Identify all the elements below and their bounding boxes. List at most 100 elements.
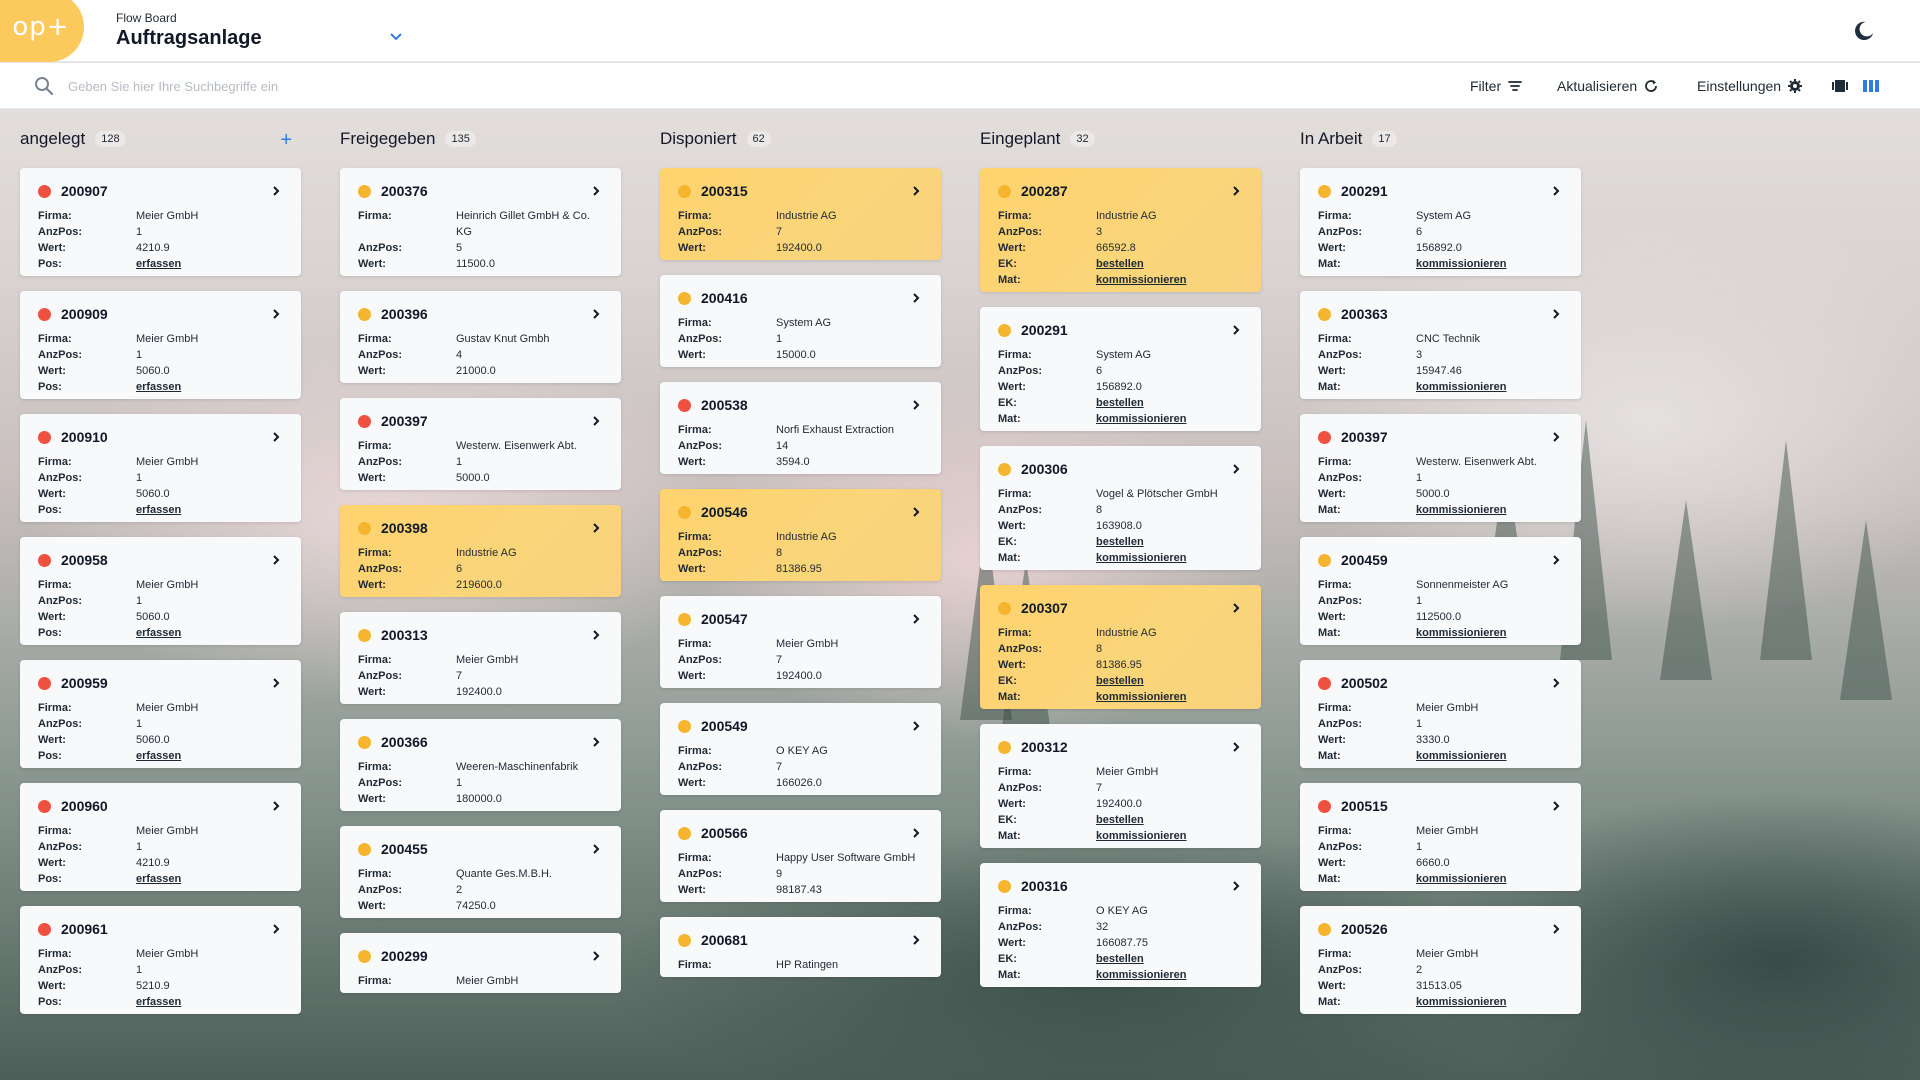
mat-link[interactable]: kommissionieren bbox=[1416, 381, 1507, 393]
chevron-right-icon[interactable] bbox=[589, 414, 603, 428]
chevron-right-icon[interactable] bbox=[909, 398, 923, 412]
order-card[interactable]: 200416 Firma: System AG AnzPos: 1 Wert: 15000.… bbox=[660, 275, 941, 367]
chevron-right-icon[interactable] bbox=[909, 184, 923, 198]
order-card[interactable]: 200306 Firma: Vogel & Plötscher GmbH AnzPos… bbox=[980, 446, 1261, 570]
chevron-right-icon[interactable] bbox=[589, 184, 603, 198]
order-card[interactable]: 200515 Firma: Meier GmbH AnzPos: 1 Wert: 6660.… bbox=[1300, 783, 1581, 891]
settings-button[interactable]: Einstellungen bbox=[1697, 76, 1803, 96]
order-card[interactable]: 200287 Firma: Industrie AG AnzPos: 3 Wert: 665… bbox=[980, 168, 1261, 292]
chevron-down-icon[interactable] bbox=[388, 28, 404, 44]
order-card[interactable]: 200910 Firma: Meier GmbH AnzPos: 1 Wert: 5060.… bbox=[20, 414, 301, 522]
pos-link[interactable]: erfassen bbox=[136, 750, 182, 762]
order-card[interactable]: 200398 Firma: Industrie AG AnzPos: 6 Wert: 219… bbox=[340, 505, 621, 597]
order-card[interactable]: 200299 Firma: Meier GmbH bbox=[340, 933, 621, 993]
mat-link[interactable]: kommissionieren bbox=[1416, 627, 1507, 639]
pos-link[interactable]: erfassen bbox=[136, 504, 182, 516]
order-card[interactable]: 200397 Firma: Westerw. Eisenwerk Abt. AnzPo… bbox=[340, 398, 621, 490]
refresh-button[interactable]: Aktualisieren bbox=[1557, 76, 1659, 96]
order-card[interactable]: 200363 Firma: CNC Technik AnzPos: 3 Wert: 1594… bbox=[1300, 291, 1581, 399]
search-input[interactable] bbox=[68, 73, 668, 99]
mat-link[interactable]: kommissionieren bbox=[1096, 691, 1187, 703]
ek-link[interactable]: bestellen bbox=[1096, 536, 1144, 548]
order-card[interactable]: 200681 Firma: HP Ratingen bbox=[660, 917, 941, 977]
mat-link[interactable]: kommissionieren bbox=[1096, 413, 1187, 425]
order-card[interactable]: 200366 Firma: Weeren-Maschinenfabrik AnzPos… bbox=[340, 719, 621, 811]
filter-button[interactable]: Filter bbox=[1470, 76, 1523, 96]
chevron-right-icon[interactable] bbox=[1549, 430, 1563, 444]
chevron-right-icon[interactable] bbox=[1229, 601, 1243, 615]
order-card[interactable]: 200907 Firma: Meier GmbH AnzPos: 1 Wert: 4210.… bbox=[20, 168, 301, 276]
chevron-right-icon[interactable] bbox=[909, 719, 923, 733]
ek-link[interactable]: bestellen bbox=[1096, 397, 1144, 409]
dark-mode-icon[interactable] bbox=[1853, 20, 1875, 42]
chevron-right-icon[interactable] bbox=[589, 842, 603, 856]
pos-link[interactable]: erfassen bbox=[136, 381, 182, 393]
order-card[interactable]: 200397 Firma: Westerw. Eisenwerk Abt. AnzPo… bbox=[1300, 414, 1581, 522]
chevron-right-icon[interactable] bbox=[269, 799, 283, 813]
chevron-right-icon[interactable] bbox=[909, 612, 923, 626]
order-card[interactable]: 200526 Firma: Meier GmbH AnzPos: 2 Wert: 31513… bbox=[1300, 906, 1581, 1014]
mat-link[interactable]: kommissionieren bbox=[1416, 258, 1507, 270]
add-order-button[interactable]: + bbox=[280, 129, 292, 151]
order-card[interactable]: 200546 Firma: Industrie AG AnzPos: 8 Wert: 813… bbox=[660, 489, 941, 581]
order-card[interactable]: 200459 Firma: Sonnenmeister AG AnzPos: 1 Wert… bbox=[1300, 537, 1581, 645]
order-card[interactable]: 200376 Firma: Heinrich Gillet GmbH & Co. K… bbox=[340, 168, 621, 276]
chevron-right-icon[interactable] bbox=[1549, 184, 1563, 198]
app-logo[interactable]: op+ bbox=[0, 0, 84, 62]
mat-link[interactable]: kommissionieren bbox=[1096, 830, 1187, 842]
chevron-right-icon[interactable] bbox=[1229, 323, 1243, 337]
chevron-right-icon[interactable] bbox=[1549, 553, 1563, 567]
order-card[interactable]: 200959 Firma: Meier GmbH AnzPos: 1 Wert: 5060.… bbox=[20, 660, 301, 768]
pos-link[interactable]: erfassen bbox=[136, 996, 182, 1008]
pos-link[interactable]: erfassen bbox=[136, 627, 182, 639]
order-card[interactable]: 200291 Firma: System AG AnzPos: 6 Wert: 156892… bbox=[1300, 168, 1581, 276]
order-card[interactable]: 200455 Firma: Quante Ges.M.B.H. AnzPos: 2 Wer… bbox=[340, 826, 621, 918]
chevron-right-icon[interactable] bbox=[269, 430, 283, 444]
order-card[interactable]: 200566 Firma: Happy User Software GmbH AnzP… bbox=[660, 810, 941, 902]
pos-link[interactable]: erfassen bbox=[136, 873, 182, 885]
mat-link[interactable]: kommissionieren bbox=[1416, 504, 1507, 516]
order-card[interactable]: 200547 Firma: Meier GmbH AnzPos: 7 Wert: 19240… bbox=[660, 596, 941, 688]
chevron-right-icon[interactable] bbox=[589, 735, 603, 749]
mat-link[interactable]: kommissionieren bbox=[1416, 996, 1507, 1008]
chevron-right-icon[interactable] bbox=[1549, 799, 1563, 813]
chevron-right-icon[interactable] bbox=[909, 505, 923, 519]
order-card[interactable]: 200960 Firma: Meier GmbH AnzPos: 1 Wert: 4210.… bbox=[20, 783, 301, 891]
chevron-right-icon[interactable] bbox=[589, 949, 603, 963]
chevron-right-icon[interactable] bbox=[1229, 184, 1243, 198]
chevron-right-icon[interactable] bbox=[589, 307, 603, 321]
column-view-icon[interactable] bbox=[1862, 77, 1880, 95]
chevron-right-icon[interactable] bbox=[909, 826, 923, 840]
mat-link[interactable]: kommissionieren bbox=[1096, 969, 1187, 981]
order-card[interactable]: 200291 Firma: System AG AnzPos: 6 Wert: 156892… bbox=[980, 307, 1261, 431]
mat-link[interactable]: kommissionieren bbox=[1096, 552, 1187, 564]
pos-link[interactable]: erfassen bbox=[136, 258, 182, 270]
order-card[interactable]: 200549 Firma: O KEY AG AnzPos: 7 Wert: 166026.… bbox=[660, 703, 941, 795]
order-card[interactable]: 200538 Firma: Norfi Exhaust Extraction AnzP… bbox=[660, 382, 941, 474]
order-card[interactable]: 200315 Firma: Industrie AG AnzPos: 7 Wert: 192… bbox=[660, 168, 941, 260]
chevron-right-icon[interactable] bbox=[909, 933, 923, 947]
order-card[interactable]: 200961 Firma: Meier GmbH AnzPos: 1 Wert: 5210.… bbox=[20, 906, 301, 1014]
chevron-right-icon[interactable] bbox=[1229, 462, 1243, 476]
ek-link[interactable]: bestellen bbox=[1096, 675, 1144, 687]
chevron-right-icon[interactable] bbox=[1549, 676, 1563, 690]
order-card[interactable]: 200316 Firma: O KEY AG AnzPos: 32 Wert: 166087… bbox=[980, 863, 1261, 987]
order-card[interactable]: 200396 Firma: Gustav Knut Gmbh AnzPos: 4 Wert… bbox=[340, 291, 621, 383]
chevron-right-icon[interactable] bbox=[589, 628, 603, 642]
chevron-right-icon[interactable] bbox=[1229, 740, 1243, 754]
chevron-right-icon[interactable] bbox=[269, 676, 283, 690]
mat-link[interactable]: kommissionieren bbox=[1096, 274, 1187, 286]
order-card[interactable]: 200313 Firma: Meier GmbH AnzPos: 7 Wert: 19240… bbox=[340, 612, 621, 704]
chevron-right-icon[interactable] bbox=[909, 291, 923, 305]
chevron-right-icon[interactable] bbox=[269, 184, 283, 198]
order-card[interactable]: 200958 Firma: Meier GmbH AnzPos: 1 Wert: 5060.… bbox=[20, 537, 301, 645]
order-card[interactable]: 200502 Firma: Meier GmbH AnzPos: 1 Wert: 3330.… bbox=[1300, 660, 1581, 768]
order-card[interactable]: 200307 Firma: Industrie AG AnzPos: 8 Wert: 813… bbox=[980, 585, 1261, 709]
ek-link[interactable]: bestellen bbox=[1096, 814, 1144, 826]
chevron-right-icon[interactable] bbox=[269, 307, 283, 321]
card-view-icon[interactable] bbox=[1831, 77, 1849, 95]
chevron-right-icon[interactable] bbox=[1549, 307, 1563, 321]
chevron-right-icon[interactable] bbox=[269, 922, 283, 936]
chevron-right-icon[interactable] bbox=[269, 553, 283, 567]
order-card[interactable]: 200909 Firma: Meier GmbH AnzPos: 1 Wert: 5060.… bbox=[20, 291, 301, 399]
